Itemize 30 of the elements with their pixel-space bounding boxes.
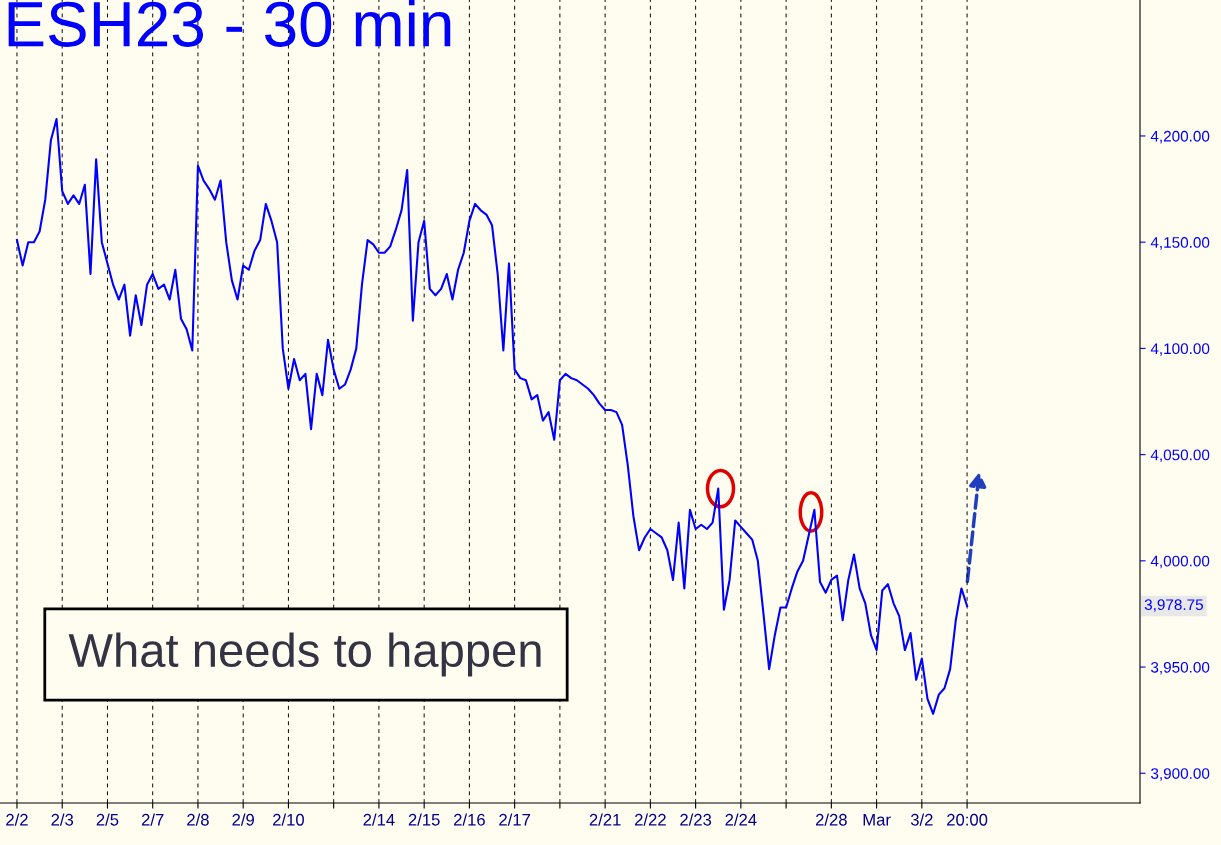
y-tick-label: 3,900.00 (1151, 768, 1210, 781)
x-tick-label: 3/2 (910, 813, 933, 826)
annotation: What needs to happen (68, 632, 541, 677)
y-tick-label: 3,950.00 (1151, 661, 1210, 675)
x-tick-label: 2/21 (589, 813, 621, 826)
x-tick-label: 2/10 (273, 813, 304, 826)
x-tick-label: 2/2 (6, 813, 28, 826)
x-tick-label: Mar (863, 814, 891, 826)
x-tick-label: 2/3 (51, 813, 74, 826)
x-tick-label: 2/14 (363, 813, 395, 826)
y-tick-label: 4,100.00 (1150, 343, 1210, 356)
y-tick-label: 4,050.00 (1150, 449, 1210, 463)
x-tick-label: 2/23 (680, 813, 712, 826)
chart-title: ESH23 - 30 min (8, 0, 451, 47)
x-tick-label: 2/5 (96, 813, 119, 826)
text: 3,978.75 (1144, 599, 1203, 612)
y-tick-label: 4,000.00 (1150, 555, 1210, 569)
x-tick-label: 2/24 (725, 813, 757, 826)
x-tick-label: 20:00 (947, 813, 988, 826)
x-tick-label: 2/16 (454, 813, 485, 826)
x-tick-label: 2/9 (232, 813, 254, 826)
y-tick-label: 4,150.00 (1150, 237, 1210, 250)
y-tick-label: 4,200.00 (1150, 130, 1210, 144)
x-tick-label: 2/17 (499, 813, 531, 826)
x-tick-label: 2/8 (187, 813, 209, 826)
x-tick-label: 2/28 (815, 813, 847, 826)
x-tick-label: 2/22 (635, 813, 666, 826)
x-tick-label: 2/15 (408, 813, 440, 826)
x-tick-label: 2/7 (141, 813, 164, 826)
line-series (15, 117, 969, 715)
